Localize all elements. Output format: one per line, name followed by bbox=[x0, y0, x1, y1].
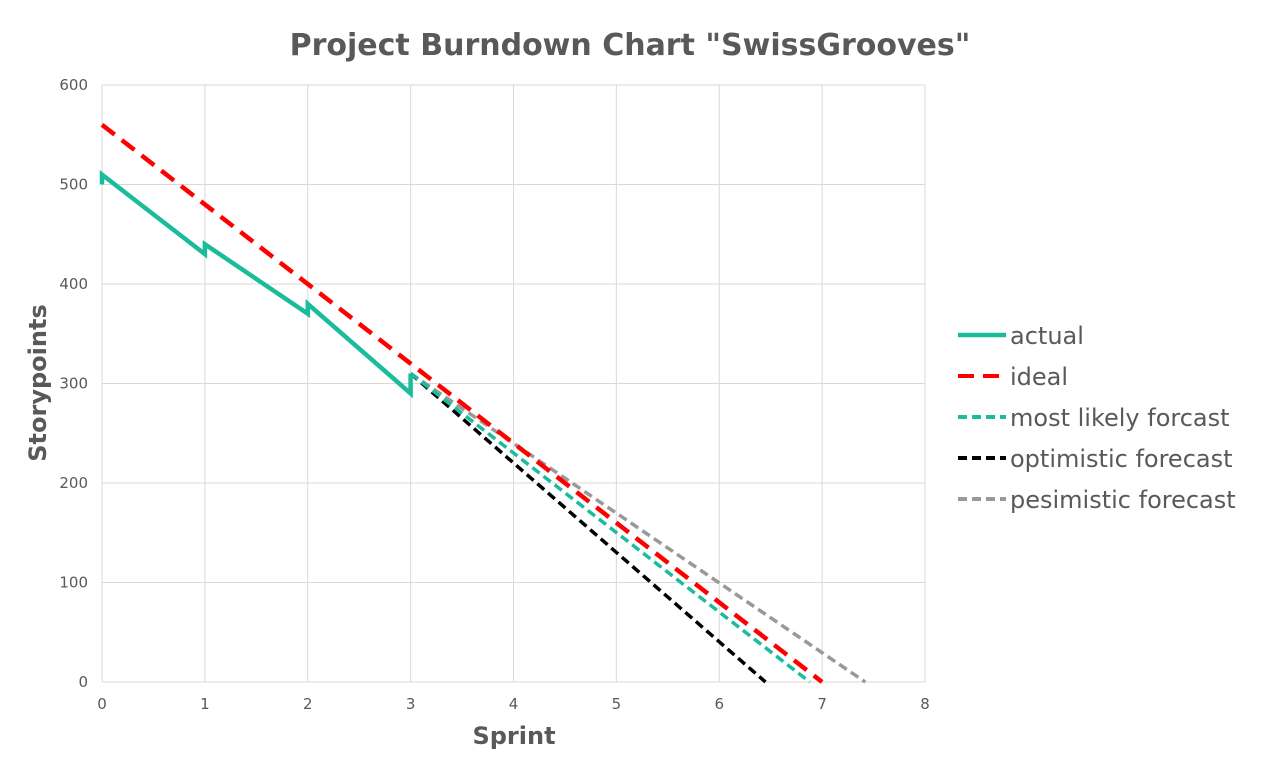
x-tick-label: 4 bbox=[509, 695, 519, 713]
y-tick-label: 400 bbox=[59, 275, 88, 293]
axis-ticks: 0 1 2 3 4 5 6 7 8 0 100 200 300 400 500 600 bbox=[59, 76, 929, 713]
x-tick-label: 3 bbox=[406, 695, 416, 713]
grid bbox=[101, 84, 926, 683]
x-tick-label: 1 bbox=[200, 695, 210, 713]
series-line-1 bbox=[100, 123, 824, 684]
y-tick-label: 200 bbox=[59, 474, 88, 492]
x-tick-label: 7 bbox=[817, 695, 827, 713]
x-tick-label: 6 bbox=[714, 695, 724, 713]
legend-label: ideal bbox=[1010, 363, 1068, 391]
y-tick-label: 100 bbox=[59, 574, 88, 592]
legend-label: pesimistic forecast bbox=[1010, 486, 1236, 514]
x-axis-title: Sprint bbox=[472, 722, 555, 750]
x-tick-label: 8 bbox=[920, 695, 930, 713]
x-tick-label: 5 bbox=[612, 695, 622, 713]
series-group bbox=[99, 123, 867, 684]
x-tick-label: 2 bbox=[303, 695, 313, 713]
legend-label: actual bbox=[1010, 322, 1084, 350]
series-line-3 bbox=[409, 372, 767, 684]
series-line-0 bbox=[99, 170, 413, 399]
series-line-4 bbox=[409, 372, 867, 684]
legend-label: most likely forcast bbox=[1010, 404, 1230, 432]
chart-title: Project Burndown Chart "SwissGrooves" bbox=[290, 28, 971, 63]
y-tick-label: 300 bbox=[59, 375, 88, 393]
legend: actual ideal most likely forcast optimistic… bbox=[958, 322, 1236, 514]
y-tick-label: 500 bbox=[59, 176, 88, 194]
y-tick-label: 600 bbox=[59, 76, 88, 94]
legend-label: optimistic forecast bbox=[1010, 445, 1233, 473]
y-axis-title: Storypoints bbox=[24, 304, 52, 461]
x-tick-label: 0 bbox=[97, 695, 107, 713]
series-line-2 bbox=[409, 372, 811, 684]
y-tick-label: 0 bbox=[78, 673, 88, 691]
